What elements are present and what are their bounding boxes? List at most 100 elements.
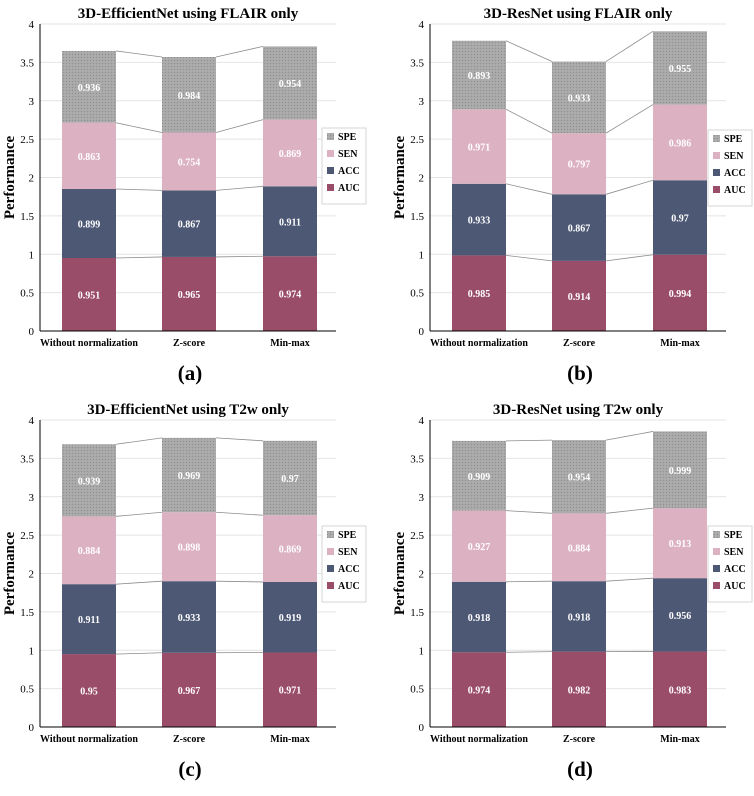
bar-spe [263, 440, 317, 516]
x-tick-label: Z-score [173, 734, 206, 745]
x-tick-label: Min-max [660, 734, 699, 745]
series-connector [605, 507, 654, 514]
series-connector [115, 511, 163, 517]
data-label: 0.884 [568, 543, 591, 554]
legend-label: SPE [338, 132, 357, 143]
panel-caption: (b) [567, 361, 593, 385]
series-connector [215, 255, 264, 258]
data-label: 0.939 [78, 476, 101, 487]
data-label: 0.869 [279, 545, 302, 556]
data-label: 0.982 [568, 685, 591, 696]
chart-title: 3D-EfficientNet using T2w only [87, 402, 289, 418]
legend-swatch-sen [713, 152, 720, 159]
legend-swatch-auc [327, 184, 334, 191]
bar-sen [263, 515, 317, 582]
bar-acc [552, 194, 606, 261]
chart-title: 3D-EfficientNet using FLAIR only [78, 6, 299, 22]
y-tick-label: 2.5 [410, 530, 424, 542]
data-label: 0.969 [178, 471, 201, 482]
bar-sen [62, 516, 116, 585]
y-tick-label: 4 [419, 19, 425, 31]
legend-label: SPE [724, 134, 743, 145]
bar-auc [62, 654, 116, 727]
bar-sen [62, 122, 116, 190]
bar-acc [452, 183, 506, 256]
bar-acc [62, 189, 116, 259]
series-connector [215, 511, 264, 516]
x-tick-label: Without normalization [40, 734, 138, 745]
data-label: 0.867 [178, 220, 201, 231]
data-label: 0.867 [568, 224, 591, 235]
y-tick-label: 0 [29, 722, 35, 734]
y-tick-label: 2 [29, 173, 35, 185]
legend-label: ACC [724, 168, 746, 179]
bar-acc [62, 584, 116, 655]
data-label: 0.974 [279, 290, 302, 301]
bar-sen [452, 109, 506, 184]
y-tick-label: 1.5 [20, 607, 34, 619]
y-tick-label: 0.5 [20, 288, 34, 300]
y-tick-label: 0 [419, 326, 425, 338]
bar-spe [653, 31, 707, 105]
chart-panel-1: 3D-EfficientNet using FLAIR only 0 0.5 1 1.5… [2, 6, 367, 385]
data-label: 0.919 [279, 613, 302, 624]
y-tick-label: 4 [29, 19, 35, 31]
y-tick-label: 1 [29, 645, 35, 657]
bar-sen [653, 104, 707, 181]
chart-panel-2: 3D-ResNet using FLAIR only 0 0.5 1 1.5 2 2.5 3 3… [392, 6, 753, 385]
legend-box [707, 525, 753, 603]
data-label: 0.933 [178, 613, 201, 624]
y-tick-label: 0.5 [410, 684, 424, 696]
series-connector [505, 183, 553, 195]
legend-label: SPE [338, 530, 357, 541]
bar-acc [653, 578, 707, 652]
legend-label: SEN [724, 151, 744, 162]
bar-sen [452, 510, 506, 582]
legend-label: AUC [724, 185, 746, 196]
panel-caption: (c) [178, 757, 201, 781]
bar-auc [263, 652, 317, 727]
data-label: 0.999 [669, 466, 692, 477]
y-tick-label: 2 [419, 173, 425, 185]
bar-auc [62, 258, 116, 331]
legend-swatch-acc [713, 565, 720, 572]
data-label: 0.898 [178, 543, 201, 554]
data-label: 0.914 [568, 292, 591, 303]
y-tick-label: 3.5 [20, 57, 34, 69]
bar-auc [162, 256, 216, 331]
series-connector [215, 437, 264, 442]
data-label: 0.884 [78, 546, 101, 557]
data-label: 0.971 [279, 686, 302, 697]
data-label: 0.899 [78, 220, 101, 231]
series-connector [505, 40, 553, 62]
legend-label: ACC [724, 564, 746, 575]
x-tick-label: Min-max [270, 338, 309, 349]
legend-swatch-sen [327, 150, 334, 157]
series-connector [115, 122, 163, 133]
data-label: 0.863 [78, 152, 101, 163]
y-tick-label: 2.5 [20, 134, 34, 146]
legend-swatch-spe [713, 531, 720, 538]
legend-swatch-auc [713, 186, 720, 193]
legend: SPE SEN ACC AUC [321, 127, 367, 205]
legend-label: AUC [338, 581, 360, 592]
y-tick-label: 3.5 [410, 57, 424, 69]
data-label: 0.95 [80, 687, 98, 698]
x-tick-label: Min-max [270, 734, 309, 745]
bar-spe [552, 440, 606, 514]
y-tick-label: 0 [29, 326, 35, 338]
y-tick-label: 1.5 [410, 211, 424, 223]
legend-label: AUC [338, 183, 360, 194]
bar-acc [162, 190, 216, 257]
bar-sen [162, 512, 216, 582]
legend-swatch-acc [327, 565, 334, 572]
y-tick-label: 3 [29, 492, 35, 504]
series-connector [605, 179, 654, 195]
bar-spe [162, 57, 216, 133]
bar-auc [552, 651, 606, 727]
data-label: 0.927 [468, 542, 491, 553]
chart-panel-3: 3D-EfficientNet using T2w only 0 0.5 1 1.5 2 2… [2, 402, 367, 781]
x-tick-label: Z-score [563, 338, 596, 349]
data-label: 0.985 [468, 289, 491, 300]
